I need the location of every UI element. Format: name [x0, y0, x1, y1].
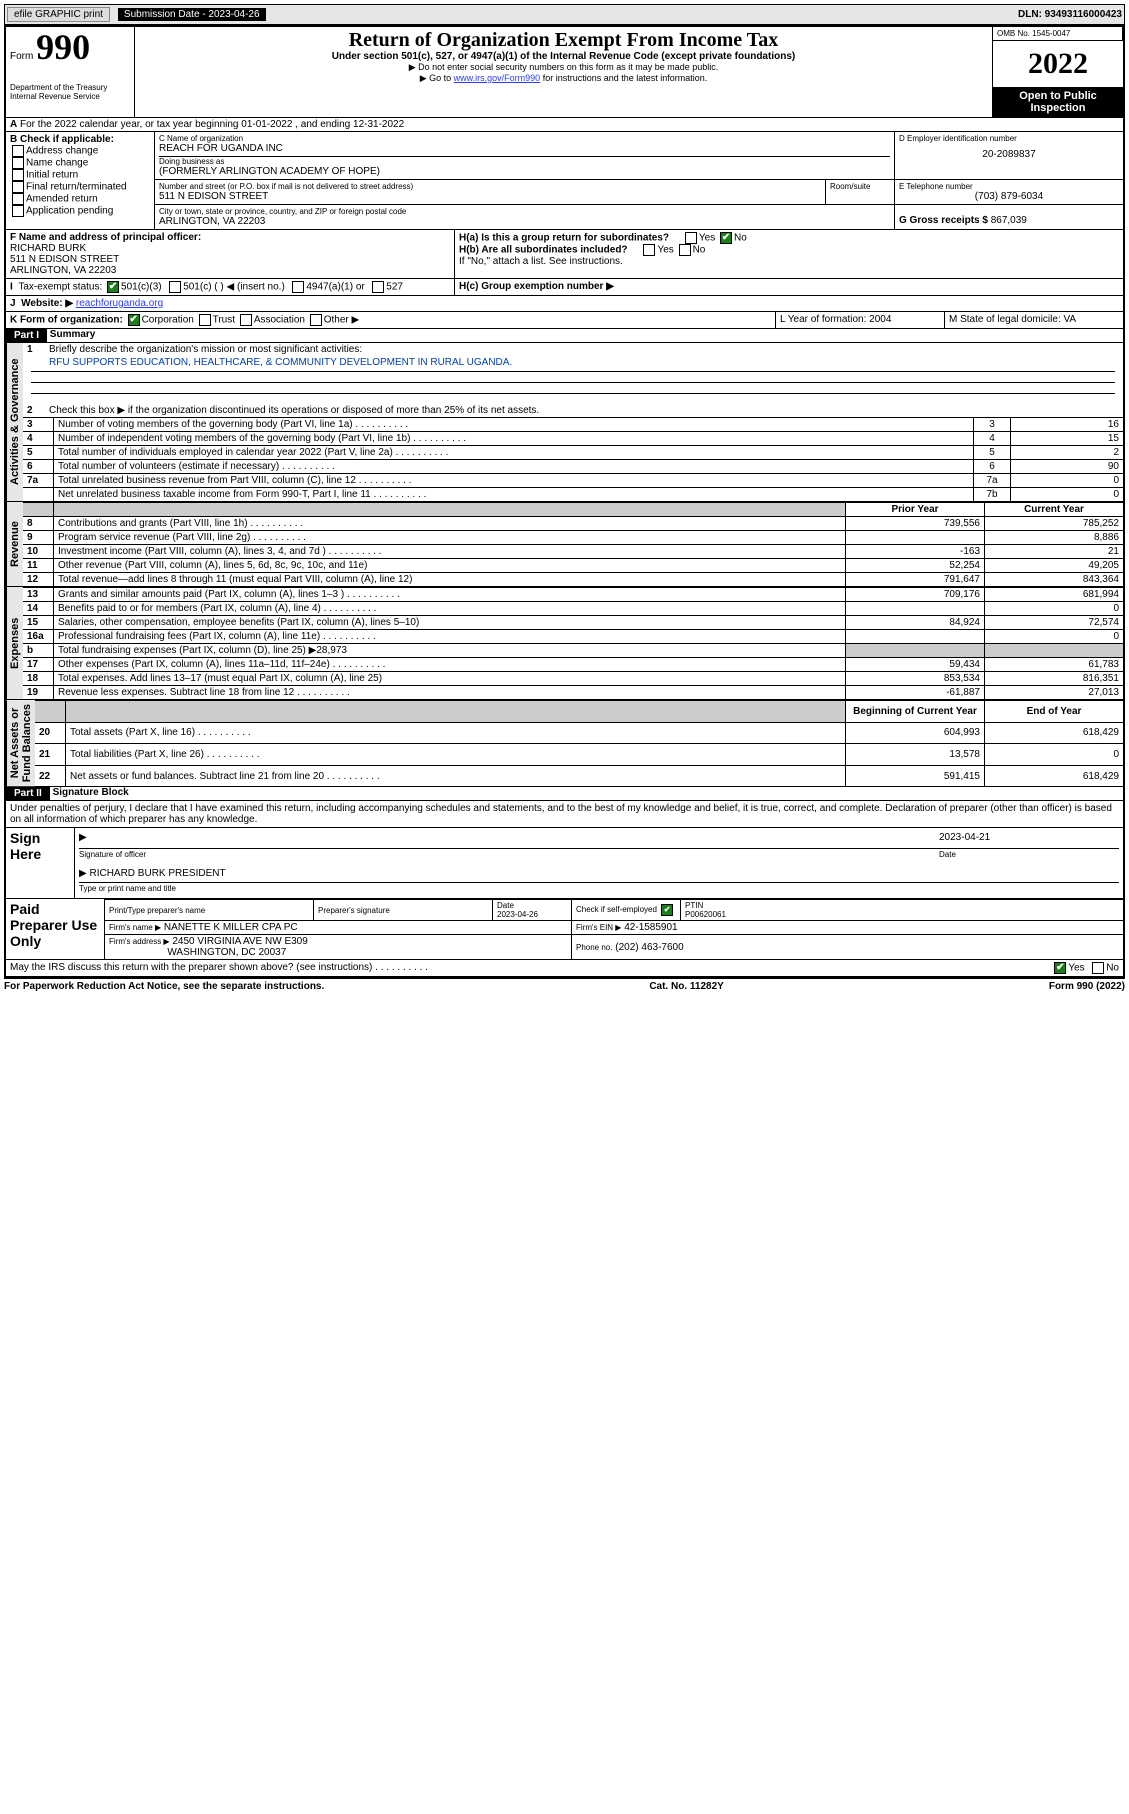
section-b: B Check if applicable: Address change Na… [6, 132, 155, 229]
irs-link[interactable]: www.irs.gov/Form990 [454, 73, 541, 83]
irs: Internal Revenue Service [10, 92, 130, 101]
revenue-table: Prior YearCurrent Year 8Contributions an… [23, 502, 1123, 586]
submission-date: Submission Date - 2023-04-26 [118, 8, 266, 21]
d-lbl: D Employer identification number [899, 134, 1119, 143]
gross-receipts: 867,039 [991, 215, 1027, 226]
preparer-table: Print/Type preparer's name Preparer's si… [105, 899, 1123, 959]
side-net: Net Assets or Fund Balances [6, 700, 35, 786]
city: ARLINGTON, VA 22203 [159, 216, 890, 227]
phone: (703) 879-6034 [899, 191, 1119, 202]
form-label: Form [10, 51, 33, 62]
part-ii-hdr: Part II [6, 787, 50, 800]
room-lbl: Room/suite [826, 180, 895, 204]
dba: (FORMERLY ARLINGTON ACADEMY OF HOPE) [159, 166, 890, 177]
ein: 20-2089837 [899, 143, 1119, 160]
top-toolbar: efile GRAPHIC print Submission Date - 20… [4, 4, 1125, 25]
tax-year: 2022 [993, 41, 1123, 87]
dept: Department of the Treasury [10, 83, 130, 92]
mission: RFU SUPPORTS EDUCATION, HEALTHCARE, & CO… [23, 356, 1123, 369]
dln: DLN: 93493116000423 [1018, 9, 1122, 20]
pra-notice: For Paperwork Reduction Act Notice, see … [4, 981, 324, 992]
efile-button[interactable]: efile GRAPHIC print [7, 7, 110, 22]
subtitle-3: ▶ Go to www.irs.gov/Form990 for instruct… [139, 73, 988, 84]
form-number: 990 [36, 27, 90, 67]
open-public: Open to Public Inspection [993, 87, 1123, 117]
c-name-lbl: C Name of organization [159, 134, 890, 143]
side-gov: Activities & Governance [6, 343, 23, 501]
omb: OMB No. 1545-0047 [993, 27, 1123, 41]
dba-lbl: Doing business as [159, 157, 890, 166]
line-a: A For the 2022 calendar year, or tax yea… [6, 118, 1123, 132]
part-i-hdr: Part I [6, 329, 47, 342]
declaration: Under penalties of perjury, I declare th… [6, 801, 1123, 828]
website[interactable]: reachforuganda.org [76, 298, 163, 309]
expenses-table: 13Grants and similar amounts paid (Part … [23, 587, 1123, 699]
subtitle-2: ▶ Do not enter social security numbers o… [139, 62, 988, 73]
net-assets-table: Beginning of Current YearEnd of Year 20T… [35, 700, 1123, 786]
governance-table: 3Number of voting members of the governi… [23, 417, 1123, 501]
form-title: Return of Organization Exempt From Incom… [139, 29, 988, 51]
addr: 511 N EDISON STREET [159, 191, 821, 202]
paid-preparer: Paid Preparer Use Only [6, 899, 105, 959]
org-name: REACH FOR UGANDA INC [159, 143, 890, 154]
side-exp: Expenses [6, 587, 23, 699]
side-rev: Revenue [6, 502, 23, 586]
e-lbl: E Telephone number [899, 182, 1119, 191]
officer-name: RICHARD BURK [10, 243, 450, 254]
cat-no: Cat. No. 11282Y [649, 981, 723, 992]
form-990: Form 990 Department of the Treasury Inte… [4, 25, 1125, 979]
sign-here: Sign Here [6, 828, 75, 898]
form-footer: Form 990 (2022) [1049, 981, 1125, 992]
subtitle-1: Under section 501(c), 527, or 4947(a)(1)… [139, 51, 988, 62]
